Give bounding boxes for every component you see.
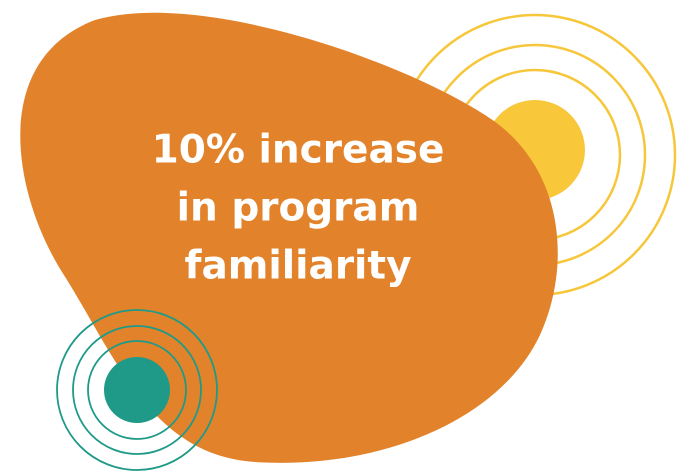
teal-rings (56, 309, 218, 471)
stat-line: familiarity (184, 244, 411, 289)
ring (72, 325, 202, 455)
stat-line: 10% increase (152, 128, 445, 173)
ring (87, 340, 187, 440)
teal-dot (104, 357, 170, 423)
stat-text: 10% increase in program familiarity (152, 128, 445, 289)
orange-blob (20, 12, 558, 463)
ring (56, 309, 218, 471)
stat-line: in program (177, 186, 420, 231)
